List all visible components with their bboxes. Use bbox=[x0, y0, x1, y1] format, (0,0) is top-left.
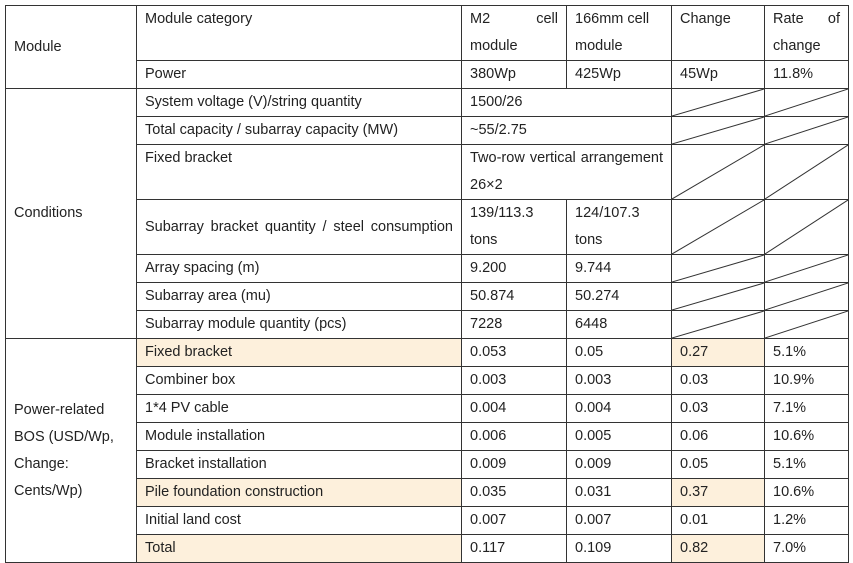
bos-change: 0.06 bbox=[671, 422, 765, 451]
power-rate: 11.8% bbox=[764, 60, 849, 89]
condition-label: Total capacity / subarray capacity (MW) bbox=[136, 116, 462, 145]
empty-change-slash-cell bbox=[671, 254, 765, 283]
bos-166mm: 0.05 bbox=[566, 338, 672, 367]
bos-item-label: Total bbox=[136, 534, 462, 563]
bos-166mm: 0.004 bbox=[566, 394, 672, 423]
empty-rate-slash-cell bbox=[764, 144, 849, 200]
bos-m2: 0.009 bbox=[461, 450, 567, 479]
bos-166mm: 0.005 bbox=[566, 422, 672, 451]
condition-row: Fixed bracket Two-row vertical arrangemen… bbox=[6, 144, 849, 200]
bos-change: 0.01 bbox=[671, 506, 765, 535]
condition-label: Fixed bracket bbox=[136, 144, 462, 200]
header-rate: Rate of change bbox=[764, 5, 849, 61]
bos-rate: 7.0% bbox=[764, 534, 849, 563]
bos-row: Total 0.117 0.109 0.82 7.0% bbox=[6, 534, 849, 563]
bos-m2: 0.007 bbox=[461, 506, 567, 535]
bos-m2: 0.006 bbox=[461, 422, 567, 451]
bos-rate: 1.2% bbox=[764, 506, 849, 535]
bos-166mm: 0.009 bbox=[566, 450, 672, 479]
bos-change: 0.03 bbox=[671, 394, 765, 423]
empty-change-slash-cell bbox=[671, 310, 765, 339]
bos-change: 0.37 bbox=[671, 478, 765, 507]
bos-rate: 7.1% bbox=[764, 394, 849, 423]
bos-item-label: 1*4 PV cable bbox=[136, 394, 462, 423]
condition-row: Subarray bracket quantity / steel consum… bbox=[6, 199, 849, 255]
empty-rate-slash-cell bbox=[764, 282, 849, 311]
condition-label: Subarray area (mu) bbox=[136, 282, 462, 311]
bos-row: Power-related BOS (USD/Wp, Change: Cents… bbox=[5, 338, 849, 563]
empty-change-slash-cell bbox=[671, 282, 765, 311]
bos-item-label: Pile foundation construction bbox=[136, 478, 462, 507]
header-row: Module Module category M2 cell module 16… bbox=[5, 5, 849, 89]
condition-value: 1500/26 bbox=[461, 88, 672, 117]
condition-166mm: 50.274 bbox=[566, 282, 672, 311]
condition-row: Subarray module quantity (pcs) 7228 6448 bbox=[6, 310, 849, 339]
condition-m2: 50.874 bbox=[461, 282, 567, 311]
empty-rate-slash-cell bbox=[764, 88, 849, 117]
power-label: Power bbox=[136, 60, 462, 89]
bos-166mm: 0.031 bbox=[566, 478, 672, 507]
bos-m2: 0.035 bbox=[461, 478, 567, 507]
bos-change: 0.03 bbox=[671, 366, 765, 395]
bos-row: 1*4 PV cable 0.004 0.004 0.03 7.1% bbox=[6, 394, 849, 423]
bos-m2: 0.003 bbox=[461, 366, 567, 395]
empty-rate-slash-cell bbox=[764, 116, 849, 145]
bos-item-label: Combiner box bbox=[136, 366, 462, 395]
bos-rate: 10.6% bbox=[764, 422, 849, 451]
power-row: Power 380Wp 425Wp 45Wp 11.8% bbox=[6, 60, 849, 89]
bos-rate: 10.9% bbox=[764, 366, 849, 395]
condition-label: Array spacing (m) bbox=[136, 254, 462, 283]
empty-change-slash-cell bbox=[671, 199, 765, 255]
bos-rate: 10.6% bbox=[764, 478, 849, 507]
condition-166mm: 9.744 bbox=[566, 254, 672, 283]
condition-label: Subarray module quantity (pcs) bbox=[136, 310, 462, 339]
condition-value: Two-row vertical arrangement 26×2 bbox=[461, 144, 672, 200]
empty-change-slash-cell bbox=[671, 144, 765, 200]
condition-row: Array spacing (m) 9.200 9.744 bbox=[6, 254, 849, 283]
bos-item-label: Fixed bracket bbox=[136, 338, 462, 367]
bos-comparison-table: Module Module category M2 cell module 16… bbox=[5, 5, 849, 563]
header-m2: M2 cell module bbox=[461, 5, 567, 61]
bos-m2: 0.117 bbox=[461, 534, 567, 563]
bos-rate: 5.1% bbox=[764, 338, 849, 367]
empty-rate-slash-cell bbox=[764, 310, 849, 339]
bos-rate: 5.1% bbox=[764, 450, 849, 479]
bos-item-label: Initial land cost bbox=[136, 506, 462, 535]
condition-m2: 9.200 bbox=[461, 254, 567, 283]
empty-rate-slash-cell bbox=[764, 199, 849, 255]
bos-group-label: Power-related BOS (USD/Wp, Change: Cents… bbox=[5, 338, 137, 563]
condition-row: Conditions System voltage (V)/string quan… bbox=[5, 88, 849, 339]
bos-change: 0.82 bbox=[671, 534, 765, 563]
condition-value: ~55/2.75 bbox=[461, 116, 672, 145]
bos-row: Initial land cost 0.007 0.007 0.01 1.2% bbox=[6, 506, 849, 535]
bos-change: 0.05 bbox=[671, 450, 765, 479]
header-166mm: 166mm cell module bbox=[566, 5, 672, 61]
condition-label: Subarray bracket quantity / steel consum… bbox=[136, 199, 462, 255]
empty-rate-slash-cell bbox=[764, 254, 849, 283]
bos-m2: 0.004 bbox=[461, 394, 567, 423]
condition-166mm: 6448 bbox=[566, 310, 672, 339]
header-module-category: Module category bbox=[136, 5, 462, 61]
condition-row: Total capacity / subarray capacity (MW) ~… bbox=[6, 116, 849, 145]
bos-item-label: Bracket installation bbox=[136, 450, 462, 479]
condition-166mm: 124/107.3 tons bbox=[566, 199, 672, 255]
bos-166mm: 0.007 bbox=[566, 506, 672, 535]
bos-row: Bracket installation 0.009 0.009 0.05 5.1% bbox=[6, 450, 849, 479]
power-166mm: 425Wp bbox=[566, 60, 672, 89]
header-change: Change bbox=[671, 5, 765, 61]
bos-item-label: Module installation bbox=[136, 422, 462, 451]
condition-label: System voltage (V)/string quantity bbox=[136, 88, 462, 117]
bos-166mm: 0.109 bbox=[566, 534, 672, 563]
condition-m2: 139/113.3 tons bbox=[461, 199, 567, 255]
power-change: 45Wp bbox=[671, 60, 765, 89]
power-m2: 380Wp bbox=[461, 60, 567, 89]
conditions-group-label: Conditions bbox=[5, 88, 137, 339]
module-group-label: Module bbox=[5, 5, 137, 89]
empty-change-slash-cell bbox=[671, 116, 765, 145]
condition-m2: 7228 bbox=[461, 310, 567, 339]
empty-change-slash-cell bbox=[671, 88, 765, 117]
bos-m2: 0.053 bbox=[461, 338, 567, 367]
bos-166mm: 0.003 bbox=[566, 366, 672, 395]
bos-change: 0.27 bbox=[671, 338, 765, 367]
